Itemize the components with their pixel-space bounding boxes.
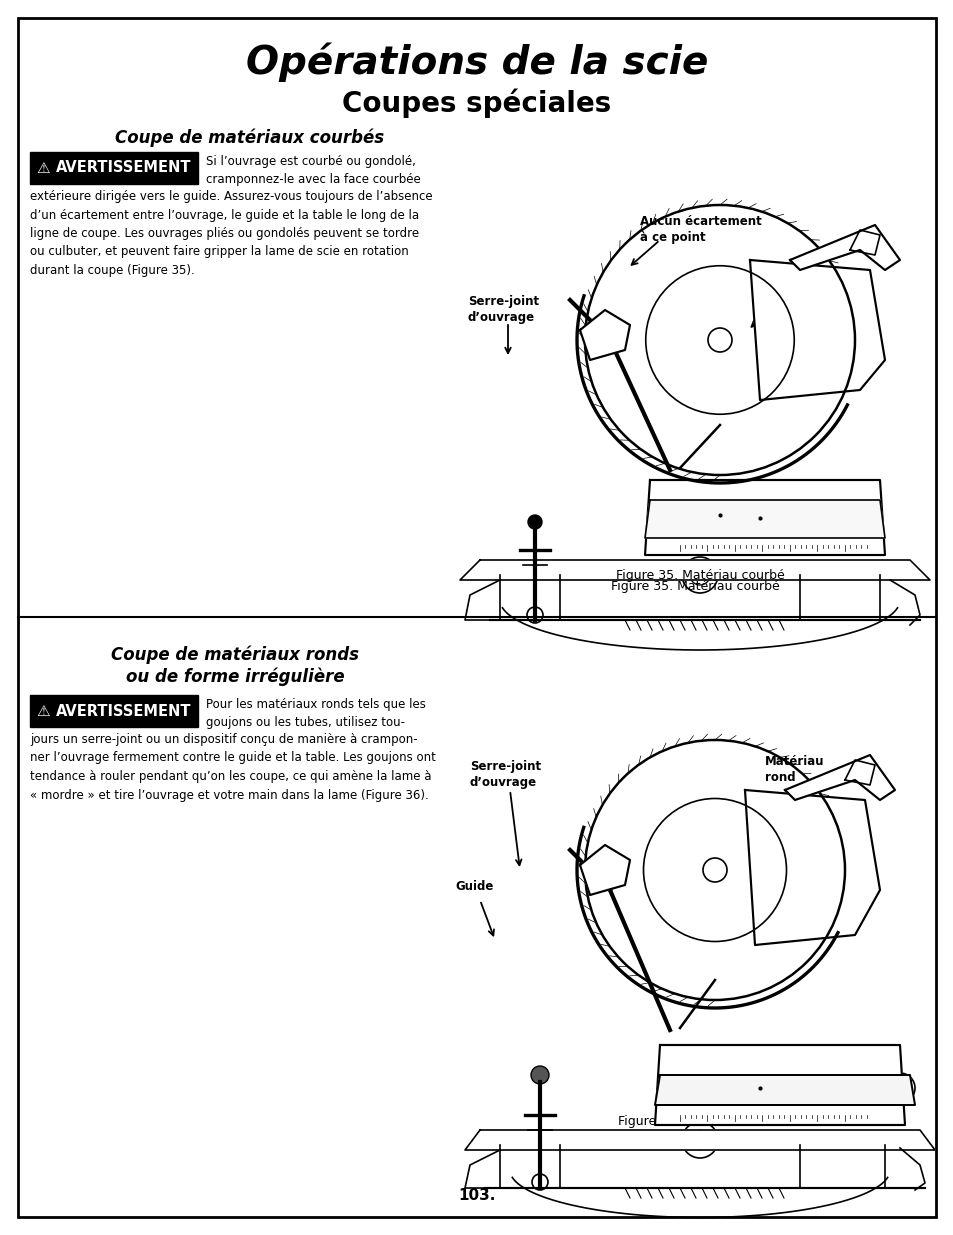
Circle shape <box>527 515 541 529</box>
Text: AVERTISSEMENT: AVERTISSEMENT <box>56 161 192 175</box>
Polygon shape <box>749 261 884 400</box>
Text: Coupe de matériaux courbés: Coupe de matériaux courbés <box>115 128 384 147</box>
Text: extérieure dirigée vers le guide. Assurez-vous toujours de l’absence
d’un écarte: extérieure dirigée vers le guide. Assure… <box>30 190 432 277</box>
Text: Pour les matériaux ronds tels que les
goujons ou les tubes, utilisez tou-: Pour les matériaux ronds tels que les go… <box>206 698 425 729</box>
Text: AVERTISSEMENT: AVERTISSEMENT <box>56 704 192 719</box>
Bar <box>30 152 198 184</box>
Polygon shape <box>579 310 629 359</box>
Polygon shape <box>784 755 894 800</box>
Text: Coupes spéciales: Coupes spéciales <box>342 88 611 117</box>
Text: Aucun écartement
à ce point: Aucun écartement à ce point <box>639 215 760 245</box>
Polygon shape <box>579 845 629 895</box>
Text: Coupe de matériaux ronds: Coupe de matériaux ronds <box>111 645 358 663</box>
Polygon shape <box>655 1074 914 1105</box>
Text: Figure 35. Matériau courbé: Figure 35. Matériau courbé <box>615 568 783 582</box>
Text: Matériau
rond: Matériau rond <box>764 755 823 784</box>
Polygon shape <box>789 225 899 270</box>
Text: ⚠: ⚠ <box>36 161 50 175</box>
Polygon shape <box>464 1130 934 1150</box>
Polygon shape <box>655 1045 904 1125</box>
Text: ⚠: ⚠ <box>36 704 50 719</box>
Text: jours un serre-joint ou un dispositif conçu de manière à crampon-
ner l’ouvrage : jours un serre-joint ou un dispositif co… <box>30 734 436 802</box>
Polygon shape <box>644 500 884 538</box>
Circle shape <box>531 1066 548 1084</box>
Polygon shape <box>459 559 929 580</box>
Text: ou de forme irrégulière: ou de forme irrégulière <box>126 668 344 687</box>
Text: Figure 36. Matériau rond: Figure 36. Matériau rond <box>618 1115 771 1128</box>
Polygon shape <box>644 480 884 555</box>
Text: Guide: Guide <box>455 881 493 893</box>
Text: Figure 35. Matériau courbé: Figure 35. Matériau courbé <box>610 580 779 593</box>
Polygon shape <box>744 790 879 945</box>
Text: 103.: 103. <box>457 1188 496 1203</box>
Text: Serre-joint
d’ouvrage: Serre-joint d’ouvrage <box>468 295 538 324</box>
Bar <box>30 695 198 727</box>
Text: Opérations de la scie: Opérations de la scie <box>246 42 707 82</box>
Text: Serre-joint
d’ouvrage: Serre-joint d’ouvrage <box>470 760 540 789</box>
Text: Matériau
courbé: Matériau courbé <box>760 280 819 309</box>
Text: Si l’ouvrage est courbé ou gondolé,
cramponnez-le avec la face courbée: Si l’ouvrage est courbé ou gondolé, cram… <box>206 156 420 186</box>
